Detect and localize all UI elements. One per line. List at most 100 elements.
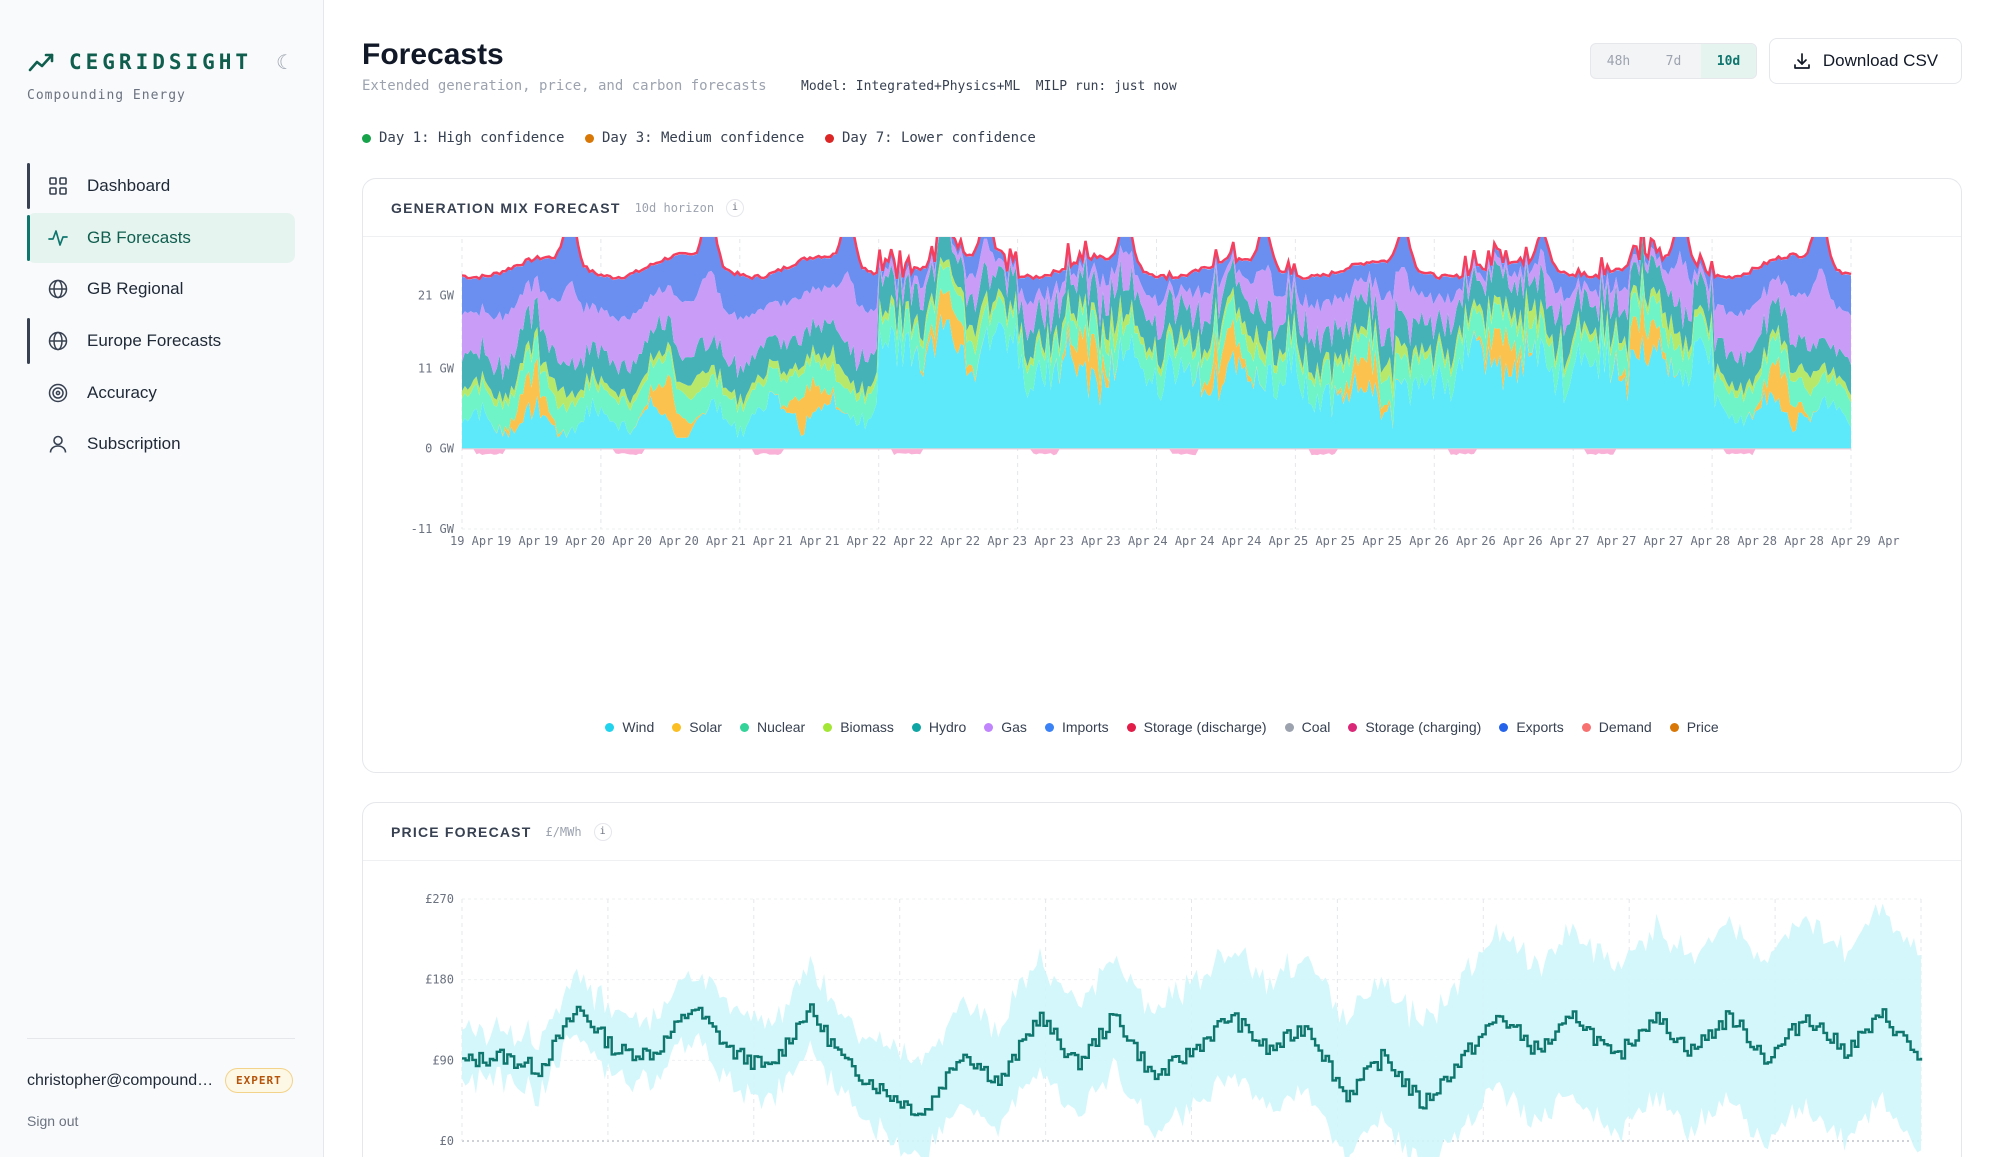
brand-name: CEGRIDSIGHT (69, 50, 253, 74)
x-tick-label: 27 Apr (1622, 534, 1665, 548)
sidebar-item-accuracy[interactable]: Accuracy (27, 368, 295, 418)
legend-item[interactable]: Hydro (911, 719, 966, 735)
legend-item[interactable]: Nuclear (739, 719, 806, 735)
legend-dot (739, 722, 749, 732)
y-tick-label: -11 GW (411, 522, 455, 536)
x-tick-label: 22 Apr (966, 534, 1009, 548)
legend-label: Nuclear (756, 719, 806, 735)
sidebar-item-label: Subscription (87, 434, 181, 454)
sign-out-link[interactable]: Sign out (27, 1113, 79, 1129)
x-tick-label: 24 Apr (1153, 534, 1196, 548)
grid-icon (47, 175, 69, 197)
y-tick-label: 21 GW (418, 288, 455, 302)
globe-icon (47, 278, 69, 300)
x-tick-label: 28 Apr (1763, 534, 1806, 548)
area-nuclear (462, 264, 1851, 438)
horizon-10d-button[interactable]: 10d (1701, 44, 1756, 78)
sidebar-item-label: Europe Forecasts (87, 331, 222, 351)
y-tick-label: £0 (440, 1134, 454, 1148)
legend-dot (1581, 722, 1591, 732)
activity-icon (47, 227, 69, 249)
x-tick-label: 23 Apr (1106, 534, 1149, 548)
x-tick-label: 21 Apr (731, 534, 774, 548)
legend-label: Storage (charging) (1365, 719, 1482, 735)
legend-item[interactable]: Biomass (823, 719, 894, 735)
confidence-dot (825, 133, 834, 143)
area-storage-charging (462, 448, 1851, 456)
y-tick-label: £270 (425, 892, 454, 906)
price-line (462, 1003, 1923, 1117)
info-icon[interactable]: i (726, 198, 745, 217)
horizon-7d-button[interactable]: 7d (1665, 53, 1682, 69)
x-tick-label: 21 Apr (825, 534, 868, 548)
confidence-label: Day 1: High confidence (379, 130, 565, 146)
page-subtitle: Extended generation, price, and carbon f… (362, 78, 767, 94)
legend-item[interactable]: Gas (984, 719, 1027, 735)
download-csv-button[interactable]: Download CSV (1769, 38, 1962, 84)
plan-badge: EXPERT (225, 1068, 293, 1093)
sidebar: CEGRIDSIGHT ☾ Compounding Energy Dashboa… (0, 0, 324, 1157)
legend-label: Storage (discharge) (1143, 719, 1267, 735)
x-tick-label: 27 Apr (1575, 534, 1618, 548)
legend-label: Biomass (840, 719, 894, 735)
sidebar-divider (27, 1038, 295, 1039)
sidebar-item-europe-forecasts[interactable]: Europe Forecasts (27, 316, 295, 366)
theme-toggle-moon-icon[interactable]: ☾ (276, 52, 294, 74)
page-title: Forecasts (362, 38, 504, 71)
area-solar (462, 288, 1851, 438)
confidence-dot (362, 133, 371, 143)
user-email: christopher@compounding.energy (27, 1072, 215, 1089)
horizon-48h-button[interactable]: 48h (1606, 53, 1631, 69)
x-tick-label: 20 Apr (638, 534, 681, 548)
area-imports (462, 237, 1851, 322)
target-icon (47, 382, 69, 404)
y-tick-label: 0 GW (425, 442, 455, 456)
model-info: Model: Integrated+Physics+ML MILP run: j… (801, 79, 1177, 94)
confidence-day3: Day 3: Medium confidence (585, 130, 804, 146)
price-forecast-chart[interactable]: £270 £180 £90 £0 (363, 861, 1962, 1157)
x-tick-label: 27 Apr (1669, 534, 1712, 548)
generation-card-title: GENERATION MIX FORECAST (391, 199, 621, 216)
legend-item[interactable]: Coal (1284, 719, 1330, 735)
uncertainty-band (462, 903, 1921, 1157)
x-tick-label: 26 Apr (1528, 534, 1571, 548)
info-icon[interactable]: i (593, 822, 612, 841)
x-tick-label: 23 Apr (1059, 534, 1102, 548)
sidebar-item-dashboard[interactable]: Dashboard (27, 161, 295, 211)
brand[interactable]: CEGRIDSIGHT (27, 48, 252, 76)
download-icon (1794, 53, 1810, 69)
legend-item[interactable]: Price (1669, 719, 1719, 735)
legend-item[interactable]: Solar (672, 719, 722, 735)
price-card-subtitle: £/MWh (545, 824, 582, 839)
sidebar-item-gb-forecasts[interactable]: GB Forecasts (27, 212, 295, 263)
legend-item[interactable]: Wind (605, 719, 654, 735)
x-tick-label: 23 Apr (1013, 534, 1056, 548)
x-tick-label: 25 Apr (1341, 534, 1384, 548)
brand-tagline: Compounding Energy (27, 88, 186, 103)
y-tick-label: £90 (432, 1053, 454, 1067)
x-tick-label: 24 Apr (1247, 534, 1290, 548)
legend-item[interactable]: Demand (1581, 719, 1652, 735)
legend-dot (823, 722, 833, 732)
area-gas (462, 237, 1851, 381)
legend-item[interactable]: Imports (1044, 719, 1109, 735)
legend-item[interactable]: Storage (charging) (1348, 719, 1481, 735)
legend-item[interactable]: Storage (discharge) (1126, 719, 1267, 735)
legend-item[interactable]: Exports (1499, 719, 1564, 735)
generation-legend: Wind Solar Nuclear Biomass Hydro Gas Imports St… (363, 719, 1961, 735)
sidebar-item-label: Dashboard (87, 176, 171, 195)
x-tick-label: 28 Apr (1716, 534, 1759, 548)
legend-label: Gas (1001, 719, 1027, 735)
user-icon (47, 433, 69, 455)
horizon-selector: 48h 7d 10d (1590, 43, 1757, 79)
generation-card-subtitle: 10d horizon (634, 200, 715, 215)
area-hydro (462, 237, 1851, 406)
x-tick-label: 21 Apr (778, 534, 821, 548)
y-tick-label: 11 GW (418, 361, 455, 375)
legend-dot (1669, 722, 1679, 732)
sidebar-item-gb-regional[interactable]: GB Regional (27, 264, 295, 314)
legend-dot (1499, 722, 1509, 732)
sidebar-item-subscription[interactable]: Subscription (27, 419, 295, 469)
legend-label: Wind (622, 719, 655, 735)
